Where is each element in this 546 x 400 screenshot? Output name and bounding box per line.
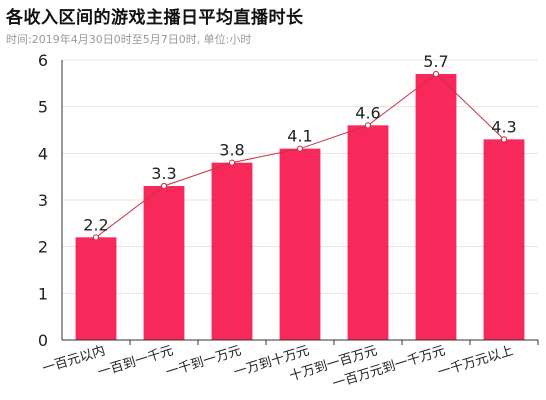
bar xyxy=(415,74,457,340)
y-tick-label: 3 xyxy=(38,191,48,210)
y-tick-label: 4 xyxy=(38,144,48,163)
chart-title: 各收入区间的游戏主播日平均直播时长 xyxy=(6,8,304,28)
x-tick-label: 一千到一万元 xyxy=(164,343,243,380)
trend-line xyxy=(92,70,508,241)
bar xyxy=(279,148,321,340)
data-labels: 2.2 3.3 3.8 4.1 4.6 5.7 4.3 xyxy=(83,52,516,234)
trend-point xyxy=(228,159,236,166)
chart-subtitle: 时间:2019年4月30日0时至5月7日0时, 单位:小时 xyxy=(6,33,252,46)
y-tick-label: 5 xyxy=(38,98,48,117)
x-axis: 一百元以内一百到一千元一千到一万元一万到十万元十万到一百万元一百万元到一千万元一… xyxy=(40,339,539,392)
bar xyxy=(347,125,389,340)
data-label: 4.6 xyxy=(355,103,380,122)
x-tick-label: 一百到一千元 xyxy=(96,343,175,380)
bars xyxy=(75,74,525,340)
trend-point xyxy=(296,145,304,152)
y-tick-label: 1 xyxy=(38,284,48,303)
data-label: 4.1 xyxy=(287,127,312,146)
bar xyxy=(211,162,253,340)
trend-point xyxy=(500,136,508,143)
y-tick-label: 2 xyxy=(38,238,48,257)
data-label: 3.8 xyxy=(219,141,244,160)
data-label: 3.3 xyxy=(151,164,176,183)
data-label: 2.2 xyxy=(83,215,108,234)
trend-point xyxy=(432,70,440,78)
y-axis: 0 1 2 3 4 5 6 xyxy=(38,51,63,350)
bar xyxy=(143,186,185,340)
data-label: 5.7 xyxy=(423,52,448,71)
data-label: 4.3 xyxy=(491,117,516,136)
trend-point xyxy=(160,182,168,190)
bar xyxy=(75,237,117,340)
y-tick-label: 0 xyxy=(38,331,48,350)
trend-point xyxy=(364,122,372,129)
bar xyxy=(483,139,525,340)
x-tick-label: 一千万元以上 xyxy=(436,343,515,380)
trend-point xyxy=(92,234,100,241)
y-tick-label: 6 xyxy=(38,51,48,70)
